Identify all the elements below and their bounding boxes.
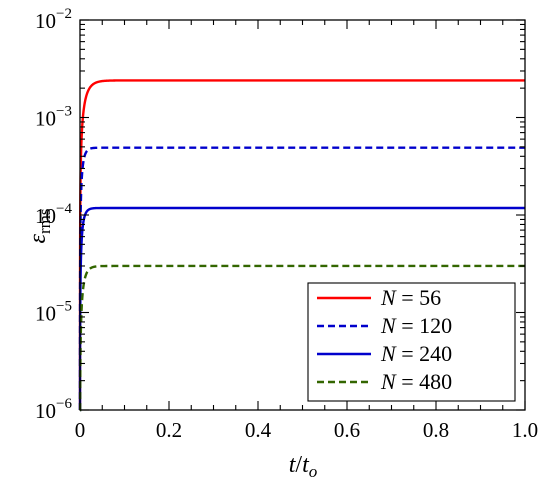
- x-tick-label: 0.8: [423, 418, 449, 442]
- legend-items: N = 56 N = 120 N = 240 N = 480: [317, 285, 452, 394]
- legend-label-2: N = 240: [380, 341, 452, 366]
- y-axis-label-sub: rms: [35, 209, 54, 235]
- x-tick-label: 0.6: [334, 418, 360, 442]
- y-tick-label: 10−6: [35, 396, 72, 423]
- x-tick-label: 0.4: [245, 418, 272, 442]
- tick-layer: [79, 19, 526, 411]
- x-axis-label: t/to: [289, 452, 318, 481]
- series-line-1: [78, 146, 525, 411]
- y-axis-label-main: ε: [25, 233, 51, 243]
- x-axis-label-denom-sub: o: [309, 462, 318, 481]
- y-tick-labels: 10−6 10−5 10−4 10−3 10−2: [35, 6, 72, 423]
- y-tick-label: 10−3: [35, 104, 72, 131]
- legend-label-0: N = 56: [380, 285, 441, 310]
- x-axis-label-slash: /: [295, 452, 302, 478]
- y-tick-label: 10−5: [35, 299, 72, 326]
- y-tick-label: 10−2: [35, 6, 72, 33]
- series-line-3: [78, 264, 525, 412]
- x-tick-label: 0.2: [156, 418, 182, 442]
- legend-label-3: N = 480: [380, 369, 452, 394]
- x-axis-label-main: t: [289, 452, 297, 478]
- series-layer: [78, 79, 525, 412]
- x-tick-label: 1.0: [512, 418, 538, 442]
- legend: N = 56 N = 120 N = 240 N = 480: [307, 282, 516, 402]
- y-tick-label: 10−4: [35, 201, 72, 228]
- series-line-2: [78, 206, 525, 412]
- x-axis-label-denom: t: [302, 452, 310, 478]
- series-line-0: [78, 79, 525, 410]
- x-tick-labels: 0 0.2 0.4 0.6 0.8 1.0: [75, 418, 538, 442]
- y-axis-label: εrms: [25, 209, 54, 244]
- x-tick-label: 0: [75, 418, 86, 442]
- legend-label-1: N = 120: [380, 313, 452, 338]
